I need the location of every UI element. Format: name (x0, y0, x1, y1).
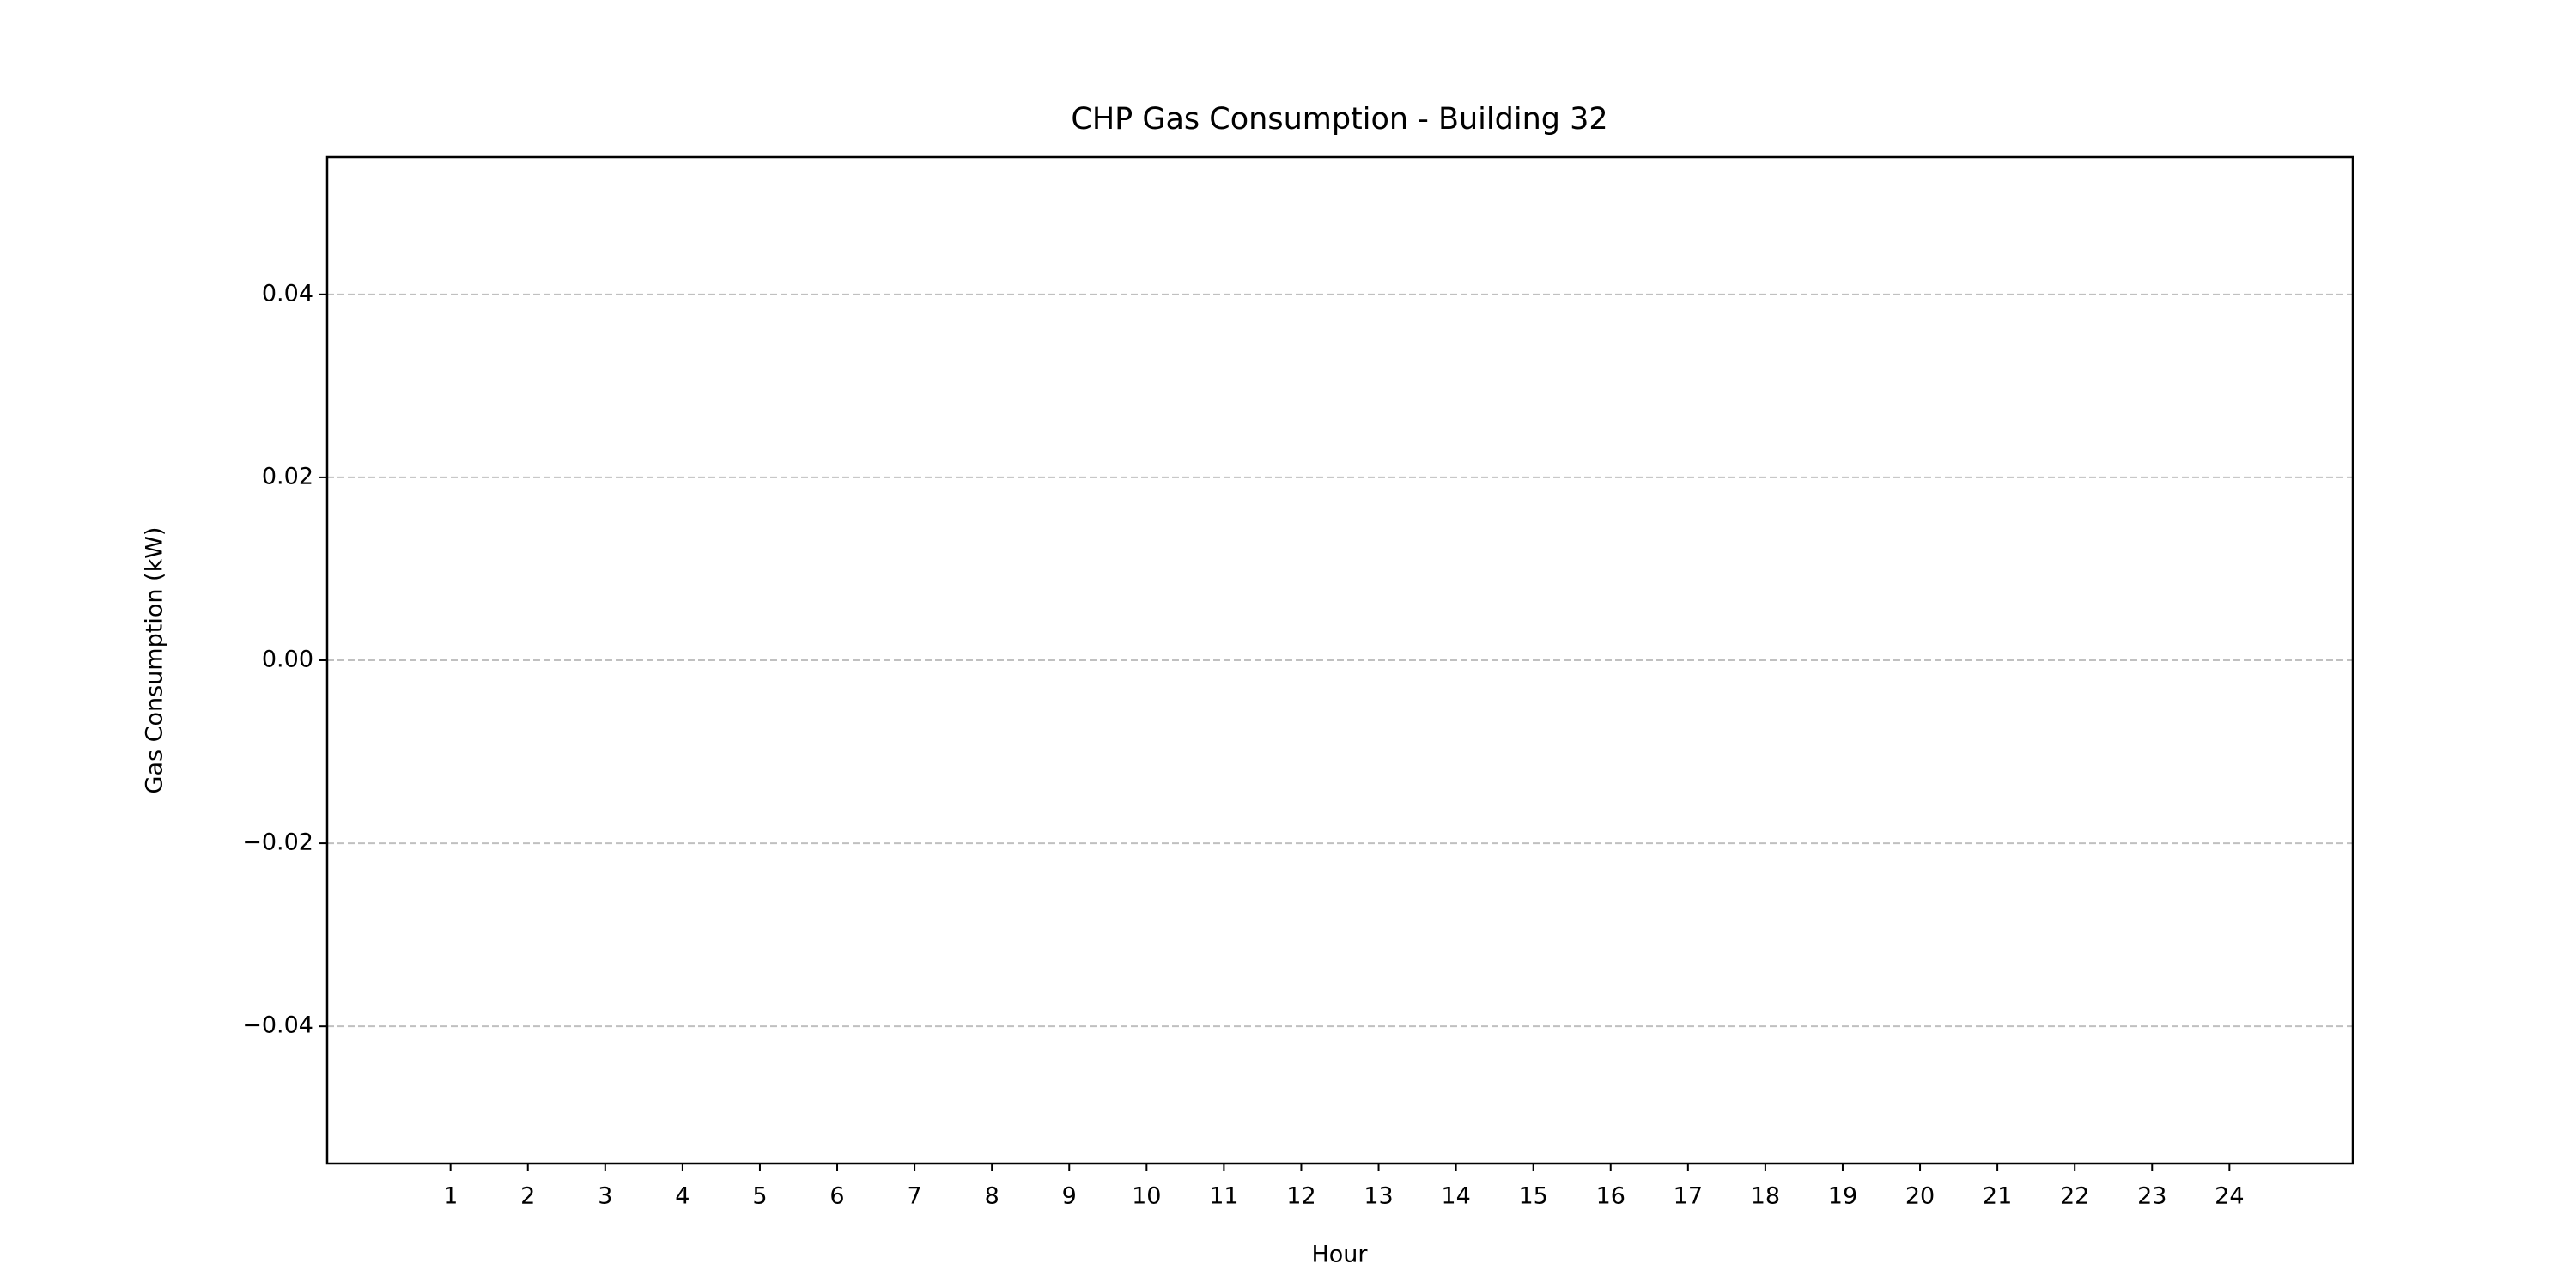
plot-frame (325, 155, 2354, 1165)
y-tick-label: 0.04 (262, 280, 313, 307)
x-tick-label: 17 (1674, 1183, 1703, 1210)
y-tick-label: 0.02 (262, 463, 313, 489)
y-tick-label: 0.00 (262, 647, 313, 673)
x-tick-label: 13 (1364, 1183, 1393, 1210)
x-tick-label: 8 (985, 1183, 999, 1210)
x-tick-label: 7 (908, 1183, 922, 1210)
x-tick-label: 16 (1596, 1183, 1625, 1210)
x-tick-label: 19 (1828, 1183, 1857, 1210)
x-tick-label: 4 (675, 1183, 690, 1210)
y-axis-label: Gas Consumption (kW) (142, 527, 168, 794)
x-axis-label: Hour (1311, 1242, 1368, 1268)
x-tick-label: 18 (1751, 1183, 1780, 1210)
x-tick-label: 1 (443, 1183, 458, 1210)
y-tick-label: −0.04 (242, 1012, 313, 1039)
x-tick-label: 2 (520, 1183, 535, 1210)
x-tick-label: 5 (752, 1183, 767, 1210)
x-tick-label: 22 (2060, 1183, 2089, 1210)
y-tick-label: −0.02 (242, 829, 313, 856)
x-tick-label: 24 (2215, 1183, 2244, 1210)
x-tick-label: 9 (1062, 1183, 1077, 1210)
x-tick-label: 6 (829, 1183, 844, 1210)
chart-title: CHP Gas Consumption - Building 32 (1071, 102, 1607, 137)
x-tick-label: 15 (1519, 1183, 1548, 1210)
x-tick-label: 20 (1905, 1183, 1935, 1210)
x-tick-label: 23 (2137, 1183, 2166, 1210)
x-tick-label: 14 (1441, 1183, 1470, 1210)
x-tick-label: 3 (598, 1183, 612, 1210)
x-tick-label: 11 (1209, 1183, 1238, 1210)
x-tick-label: 10 (1132, 1183, 1161, 1210)
x-tick-label: 12 (1286, 1183, 1315, 1210)
x-tick-label: 21 (1983, 1183, 2012, 1210)
